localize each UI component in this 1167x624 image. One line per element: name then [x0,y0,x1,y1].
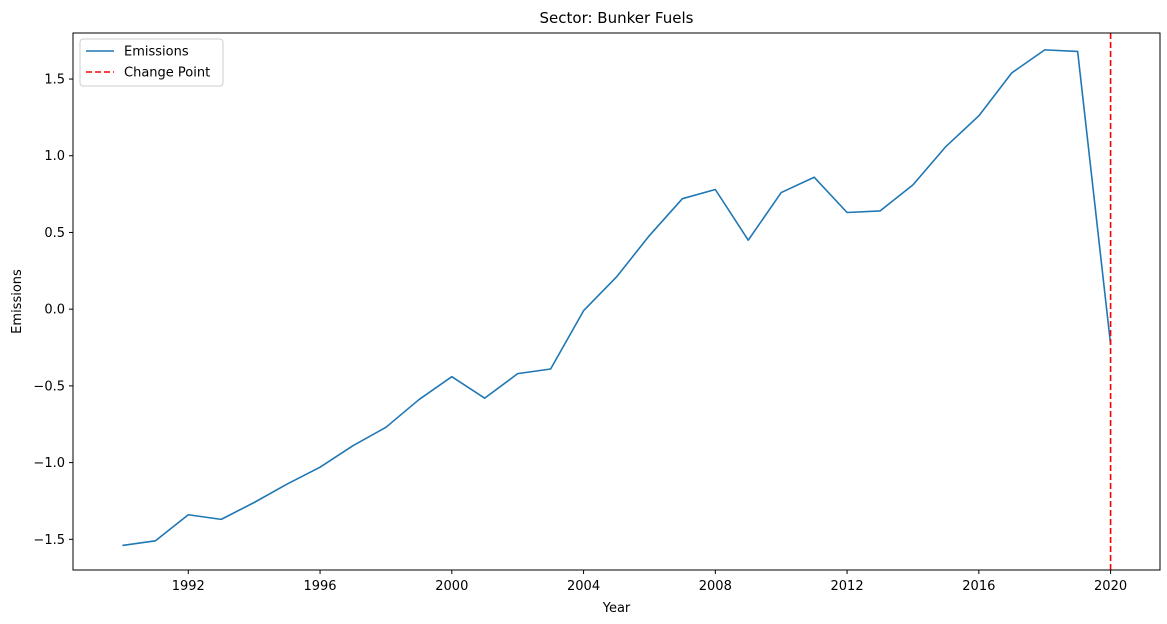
x-axis-label: Year [602,601,631,616]
legend-box [79,38,224,87]
y-tick-label: 0.0 [44,303,65,318]
x-tick-label: 2004 [567,579,600,594]
x-tick-label: 2020 [1094,579,1127,594]
y-tick-label: 1.5 [44,73,65,88]
legend: Emissions Change Point [79,38,224,87]
x-axis-ticks: 1992 1996 2000 2004 2008 2012 2016 2020 [172,570,1127,594]
y-axis-label: Emissions [10,269,25,334]
plot-frame [72,32,1161,571]
x-tick-label: 2000 [435,579,468,594]
x-tick-label: 1992 [172,579,205,594]
legend-label-emissions: Emissions [124,45,189,60]
y-tick-label: −1.0 [33,456,65,471]
plot-area [122,33,1112,570]
y-tick-label: 0.5 [44,226,65,241]
x-tick-label: 2012 [831,579,864,594]
y-tick-label: 1.0 [44,149,65,164]
chart-title: Sector: Bunker Fuels [540,9,694,27]
y-tick-label: −1.5 [33,533,65,548]
y-axis-ticks: −1.5 −1.0 −0.5 0.0 0.5 1.0 1.5 [33,73,73,548]
x-tick-label: 2016 [962,579,995,594]
legend-label-change-point: Change Point [124,66,210,81]
y-tick-label: −0.5 [33,379,65,394]
x-tick-label: 1996 [303,579,336,594]
x-tick-label: 2008 [699,579,732,594]
